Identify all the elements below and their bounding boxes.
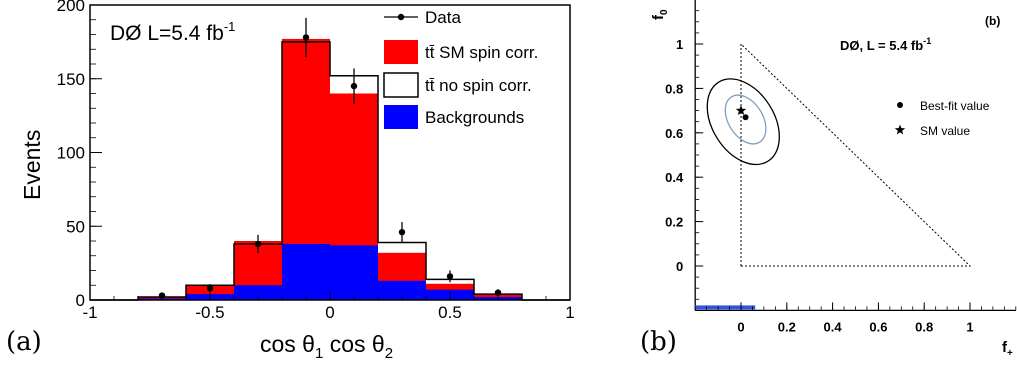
- data-point: [398, 228, 406, 236]
- a-ylabel: Events: [19, 130, 45, 200]
- x-tick-label: 0.5: [438, 303, 462, 322]
- x-tick-label: 0: [737, 319, 744, 334]
- y-tick-label: 50: [66, 217, 85, 236]
- b-contours: [706, 78, 780, 166]
- confidence-contour: [706, 78, 780, 166]
- b-panel-tag: (b): [640, 327, 677, 357]
- legend-label: Best-fit value: [920, 99, 990, 113]
- a-xlabel: cos θ1 cos θ2: [260, 331, 393, 362]
- b-legend: Best-fit value SM value: [894, 99, 990, 138]
- x-tick-label: -1: [82, 303, 97, 322]
- y-tick-label: 0: [676, 259, 683, 274]
- panel-a-histogram: -1 -0.5 0 0.5 1 0 50 100 150 200 DØ L=5.4 fb-1 Da…: [6, 0, 575, 362]
- legend-swatch: [384, 40, 418, 64]
- legend-best-fit-marker: [897, 102, 903, 108]
- legend-label: SM value: [920, 124, 970, 138]
- a-legend: Data tt̄ SM spin corr. tt̄ no spin corr. Ba…: [383, 8, 538, 129]
- y-tick-label: 200: [57, 0, 85, 15]
- data-point: [206, 285, 214, 292]
- legend-label: tt̄ no spin corr.: [425, 76, 532, 95]
- legend-swatch: [384, 105, 418, 129]
- a-panel-tag: (a): [6, 327, 42, 357]
- y-tick-label: 0.2: [665, 215, 683, 230]
- x-tick-label: 0.8: [915, 319, 933, 334]
- physical-region-triangle: [740, 42, 972, 267]
- b-ylabel: f0: [650, 9, 670, 20]
- y-tick-label: 100: [57, 144, 85, 163]
- a-ticks: -1 -0.5 0 0.5 1 0 50 100 150 200: [57, 0, 575, 322]
- a-bars: [90, 38, 570, 301]
- a-data-points: [158, 17, 502, 299]
- data-point: [446, 273, 454, 280]
- b-points: [735, 105, 749, 121]
- x-tick-label: 0: [325, 303, 334, 322]
- b-corner-label: (b): [985, 14, 1000, 28]
- y-tick-label: 0: [76, 291, 85, 310]
- data-point: [494, 289, 502, 296]
- bkg-bar: [234, 285, 282, 300]
- b-xlabel: f+: [1002, 339, 1013, 359]
- a-annotation: DØ L=5.4 fb-1: [110, 19, 235, 45]
- best-fit-marker: [742, 114, 749, 121]
- y-tick-label: 1: [676, 37, 683, 52]
- b-ticks: 0 0.2 0.4 0.6 0.8 1 0 0.2 0.4 0.6 0.8 1: [665, 10, 1017, 334]
- x-tick-label: 0.6: [869, 319, 887, 334]
- b-physical-region: [740, 42, 972, 267]
- panel-b-contour: 0 0.2 0.4 0.6 0.8 1 0 0.2 0.4 0.6 0.8 1 DØ, L = 5.4…: [640, 0, 1017, 359]
- legend-data-marker: [397, 13, 405, 21]
- legend-label: tt̄ SM spin corr.: [425, 43, 538, 62]
- sm-value-star: [735, 105, 747, 116]
- legend-swatch: [383, 72, 419, 98]
- data-point: [254, 240, 262, 248]
- bkg-bar: [282, 243, 330, 300]
- x-tick-label: 1: [966, 319, 973, 334]
- data-point: [158, 292, 166, 299]
- b-annotation: DØ, L = 5.4 fb-1: [840, 36, 931, 53]
- x-tick-label: -0.5: [195, 303, 224, 322]
- data-point: [302, 34, 310, 41]
- confidence-contour: [724, 94, 767, 145]
- bkg-bar: [330, 245, 378, 300]
- y-tick-label: 0.6: [665, 126, 683, 141]
- bkg-bar: [378, 280, 426, 300]
- legend-label: Data: [425, 8, 461, 27]
- x-tick-label: 0.4: [824, 319, 843, 334]
- x-tick-label: 1: [565, 303, 574, 322]
- x-tick-label: 0.2: [778, 319, 796, 334]
- y-tick-label: 0.8: [665, 81, 683, 96]
- legend-label: Backgrounds: [425, 108, 524, 127]
- y-tick-label: 0.4: [665, 170, 684, 185]
- axis-fill-strip: [695, 305, 756, 310]
- y-tick-label: 150: [57, 70, 85, 89]
- no-spin-corr-outline: [90, 41, 570, 301]
- data-point: [350, 82, 358, 90]
- legend-sm-star: [894, 124, 906, 135]
